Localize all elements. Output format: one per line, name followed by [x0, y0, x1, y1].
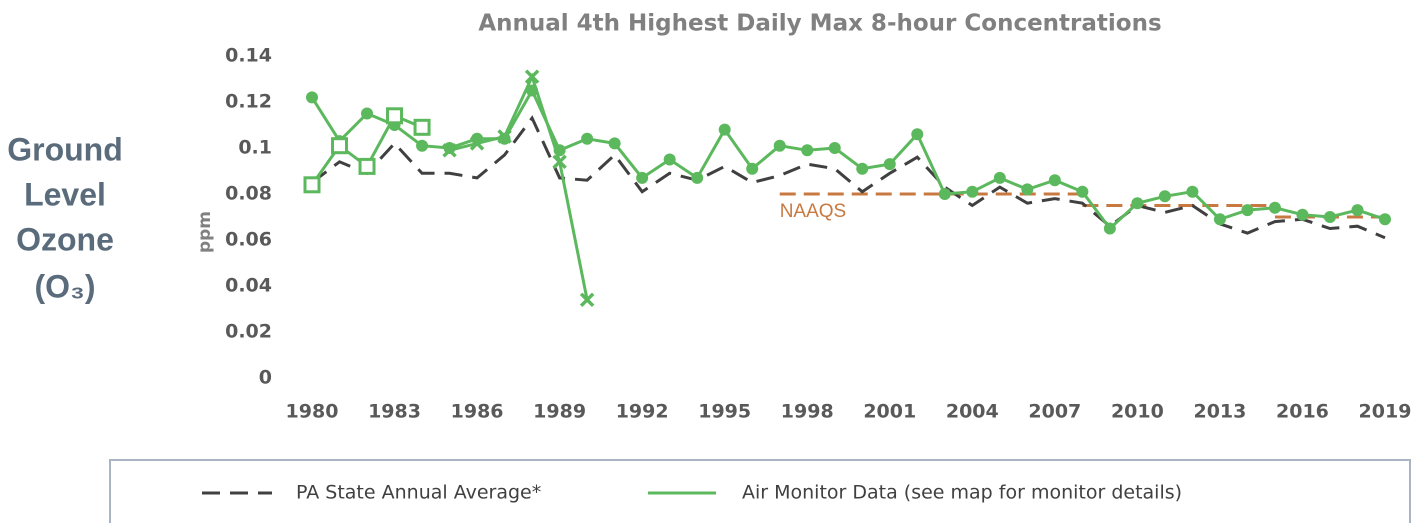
- monitor-point: [526, 84, 539, 97]
- monitor-point: [773, 139, 786, 152]
- side-label: (O₃): [35, 268, 96, 304]
- monitor-point: [1379, 213, 1391, 226]
- x-tick-label: 2004: [946, 401, 999, 423]
- monitor-point: [1268, 201, 1281, 214]
- x-tick-label: 2019: [1359, 401, 1412, 423]
- monitor-point: [938, 188, 951, 200]
- legend-label: Air Monitor Data (see map for monitor de…: [742, 482, 1182, 504]
- monitor-point: [1241, 204, 1254, 217]
- y-tick-label: 0.14: [225, 45, 272, 67]
- x-tick-label: 1989: [533, 401, 586, 423]
- x-tick-label: 1992: [616, 401, 669, 423]
- x-tick-label: 2010: [1111, 401, 1164, 423]
- monitor-point: [442, 143, 457, 158]
- monitor-point: [718, 123, 731, 136]
- x-tick-label: 1995: [698, 401, 751, 423]
- monitor-point: [828, 142, 841, 154]
- side-label: Level: [24, 176, 106, 212]
- chart-title: Annual 4th Highest Daily Max 8-hour Conc…: [478, 11, 1161, 37]
- monitor-point: [524, 69, 540, 84]
- y-tick-label: 0.12: [225, 91, 272, 113]
- monitor-point: [552, 154, 567, 170]
- x-tick-label: 1983: [368, 401, 421, 423]
- legend-label: PA State Annual Average*: [296, 482, 541, 504]
- monitor-point: [663, 153, 676, 166]
- monitor-point: [636, 171, 649, 184]
- y-tick-label: 0.1: [238, 137, 272, 159]
- y-tick-label: 0: [259, 367, 272, 389]
- monitor-point: [993, 171, 1006, 184]
- monitor-point: [1131, 197, 1144, 210]
- monitor-point: [1323, 211, 1336, 223]
- monitor-point: [581, 132, 594, 145]
- y-tick-label: 0.06: [225, 229, 272, 251]
- monitor-point: [413, 118, 431, 136]
- x-tick-label: 2001: [863, 401, 916, 423]
- monitor-point: [911, 128, 924, 141]
- x-tick-label: 2016: [1276, 401, 1329, 423]
- y-axis-label: ppm: [195, 211, 215, 253]
- monitor-point: [331, 137, 349, 155]
- monitor-point: [856, 162, 869, 175]
- side-label: Ground: [7, 131, 123, 167]
- x-tick-label: 1986: [451, 401, 504, 423]
- x-tick-label: 2013: [1193, 401, 1246, 423]
- side-label: Ozone: [16, 221, 114, 257]
- monitor-point: [691, 171, 704, 184]
- monitor-point: [1213, 213, 1226, 226]
- monitor-point: [469, 136, 485, 151]
- monitor-point: [303, 176, 321, 194]
- monitor-point: [1296, 208, 1309, 221]
- monitor-point: [746, 162, 759, 175]
- monitor-point: [553, 144, 566, 157]
- x-tick-label: 1980: [286, 401, 339, 423]
- x-tick-label: 1998: [781, 401, 834, 423]
- monitor-point: [1048, 174, 1061, 187]
- monitor-point: [386, 107, 404, 125]
- y-tick-label: 0.02: [225, 321, 272, 343]
- monitor-point: [1351, 204, 1364, 217]
- monitor-line: [449, 72, 589, 301]
- x-tick-label: 2007: [1028, 401, 1081, 423]
- legend-box: [109, 459, 1411, 523]
- monitor-point: [579, 292, 595, 308]
- monitor-point: [361, 107, 374, 120]
- monitor-point: [306, 91, 318, 104]
- monitor-point: [966, 185, 979, 198]
- monitor-point: [1186, 185, 1199, 198]
- y-tick-label: 0.08: [225, 183, 272, 205]
- naaqs-label: NAAQS: [780, 201, 847, 222]
- y-tick-label: 0.04: [225, 275, 272, 297]
- monitor-point: [1021, 183, 1034, 196]
- monitor-point: [1076, 185, 1089, 198]
- monitor-point: [801, 144, 814, 157]
- series-line: [311, 115, 1386, 240]
- monitor-point: [416, 139, 429, 152]
- monitor-point: [1103, 222, 1116, 235]
- monitor-point: [883, 158, 896, 171]
- monitor-point: [497, 129, 512, 144]
- monitor-point: [1158, 190, 1171, 203]
- monitor-point: [608, 137, 621, 150]
- monitor-line: [310, 87, 1386, 231]
- monitor-point: [358, 157, 376, 175]
